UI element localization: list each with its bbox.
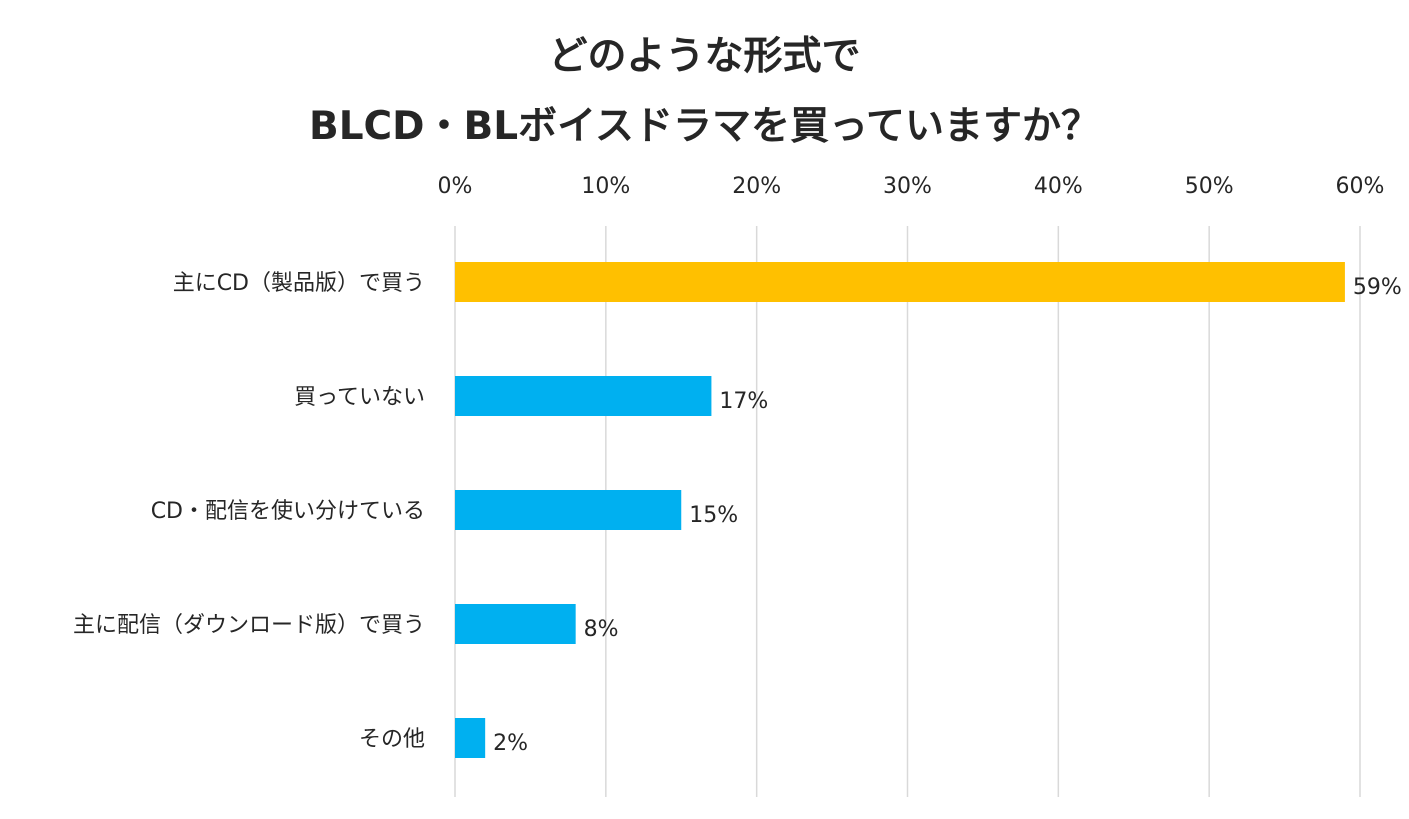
category-label: CD・配信を使い分けている [151, 499, 425, 524]
category-label: その他 [359, 727, 425, 752]
value-label: 8% [584, 617, 619, 642]
bar [455, 490, 682, 530]
x-tick-label: 20% [732, 174, 781, 199]
category-label: 主に配信（ダウンロード版）で買う [73, 613, 425, 638]
x-tick-label: 10% [581, 174, 630, 199]
x-tick-label: 60% [1336, 174, 1385, 199]
bar [455, 262, 1345, 302]
bar [455, 718, 486, 758]
bar [455, 604, 576, 644]
value-label: 15% [689, 503, 738, 528]
bar [455, 376, 712, 416]
x-tick-label: 0% [438, 174, 473, 199]
chart-title-line-2: BLCD・BLボイスドラマを買っていますか？ [308, 104, 1101, 149]
x-tick-label: 50% [1185, 174, 1234, 199]
chart-title-line-1: どのような形式で [548, 34, 861, 79]
value-label: 17% [719, 389, 768, 414]
x-tick-label: 30% [883, 174, 932, 199]
category-label: 買っていない [294, 385, 425, 410]
value-label: 59% [1353, 275, 1402, 300]
value-label: 2% [493, 731, 528, 756]
category-label: 主にCD（製品版）で買う [173, 271, 425, 296]
x-tick-label: 40% [1034, 174, 1083, 199]
